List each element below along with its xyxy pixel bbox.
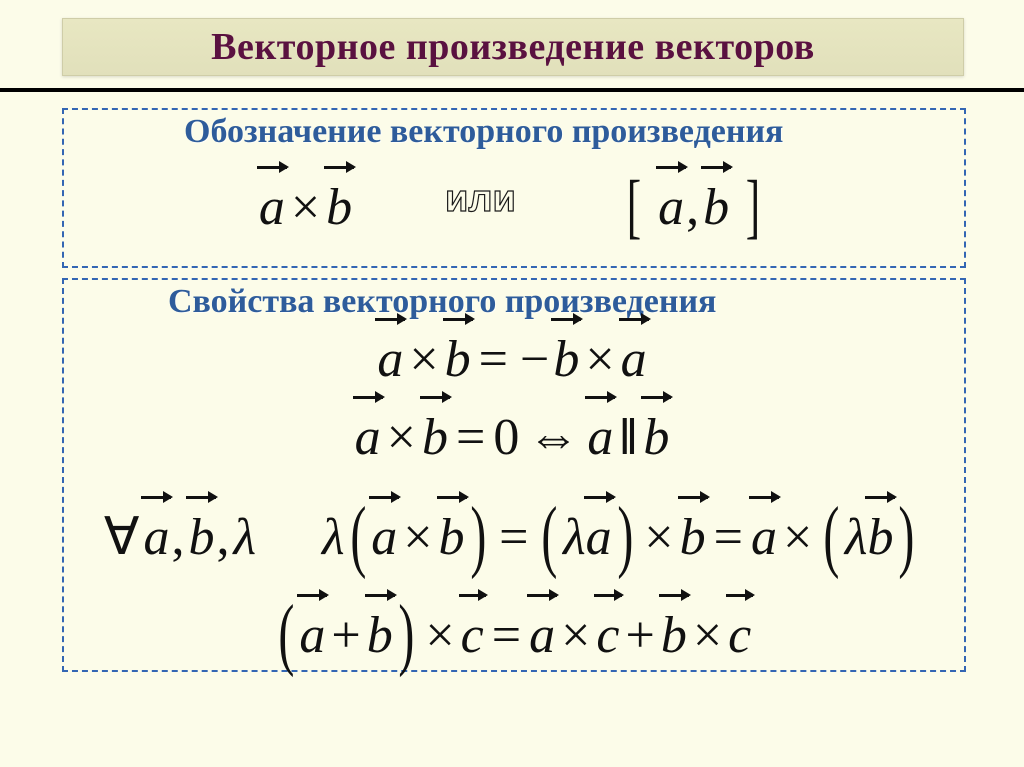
vector-a: a [658,178,684,237]
times-symbol: × [291,179,320,236]
slide: { "title": "Векторное произведение векто… [0,0,1024,767]
title-divider [0,88,1024,92]
properties-subtitle: Свойства векторного произведения [168,283,716,321]
vector-b: b [326,178,352,237]
forall-symbol: ∀ [104,509,140,566]
iff-symbol: ⇔ [527,409,579,466]
right-bracket: ] [746,178,760,236]
title-bar: Векторное произведение векторов [62,18,964,76]
slide-title: Векторное произведение векторов [211,25,815,69]
vector-b: b [703,178,729,237]
parallel-symbol: ǁ [619,409,637,466]
property-distributive: (a+b)×c=a×c+b×c [62,598,962,665]
vector-a: a [259,178,285,237]
property-parallel: a×b=0⇔aǁb [62,408,962,467]
property-scalar: ∀a,b,λ λ(a×b)=(λa)×b=a×(λb) [62,500,962,567]
left-bracket: [ [627,178,641,236]
connector-word: или [445,178,516,221]
property-anticommutative: a×b=−b×a [62,330,962,389]
notation-subtitle: Обозначение векторного произведения [184,113,783,151]
